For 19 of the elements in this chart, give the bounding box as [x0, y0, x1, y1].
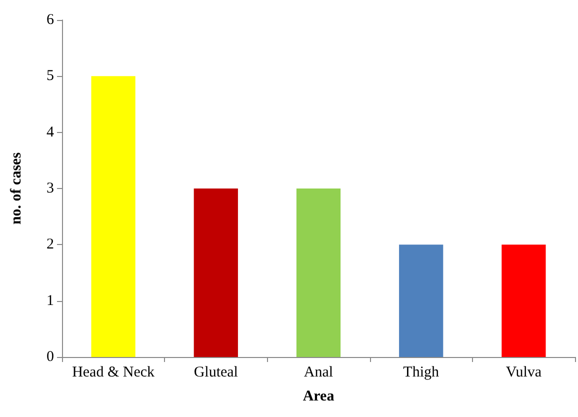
bar [194, 188, 238, 357]
x-axis-title: Area [302, 388, 335, 404]
bar [91, 76, 136, 357]
x-tick-label: Gluteal [194, 364, 238, 380]
x-tick-label: Vulva [506, 364, 542, 380]
bar [296, 188, 341, 357]
y-tick-label: 3 [46, 180, 54, 196]
y-tick-label: 1 [46, 292, 54, 309]
y-tick-label: 6 [46, 12, 54, 28]
y-axis-title: no. of cases [8, 152, 24, 225]
x-tick-label: Head & Neck [72, 364, 156, 380]
y-tick-label: 4 [46, 124, 54, 140]
y-tick-label: 2 [46, 236, 54, 253]
x-tick-label: Thigh [403, 364, 440, 380]
y-tick-label: 0 [46, 349, 54, 365]
bar [399, 244, 444, 357]
bar [502, 244, 546, 357]
y-tick-label: 5 [46, 68, 54, 84]
x-tick-label: Anal [304, 364, 334, 380]
